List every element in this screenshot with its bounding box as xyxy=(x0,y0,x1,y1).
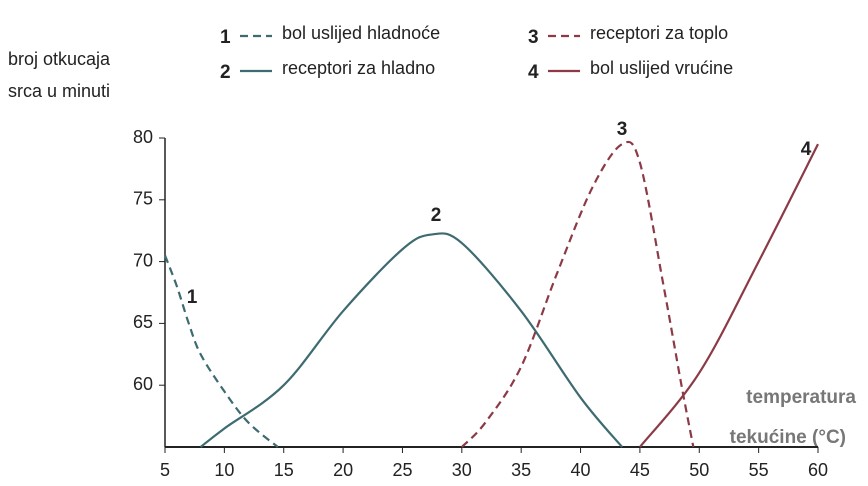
legend-number: 3 xyxy=(528,27,539,48)
x-tick-label: 30 xyxy=(452,460,472,480)
x-tick-label: 20 xyxy=(333,460,353,480)
y-axis-label: broj otkucaja xyxy=(8,49,111,69)
y-tick-label: 70 xyxy=(133,250,153,270)
curve-label: 4 xyxy=(801,139,812,160)
y-tick-label: 65 xyxy=(133,312,153,332)
y-tick-label: 80 xyxy=(133,127,153,147)
legend-label: bol uslijed hladnoće xyxy=(282,23,440,43)
legend-label: receptori za toplo xyxy=(590,23,728,43)
legend-number: 4 xyxy=(528,62,539,83)
x-axis-label: tekućine (°C) xyxy=(730,427,846,448)
x-tick-label: 60 xyxy=(808,460,828,480)
y-tick-label: 75 xyxy=(133,189,153,209)
x-axis-label: temperatura xyxy=(746,387,856,408)
x-tick-label: 55 xyxy=(749,460,769,480)
x-tick-label: 45 xyxy=(630,460,650,480)
x-tick-label: 50 xyxy=(689,460,709,480)
legend-number: 2 xyxy=(220,62,231,83)
x-tick-label: 10 xyxy=(214,460,234,480)
y-tick-label: 60 xyxy=(133,374,153,394)
x-tick-label: 25 xyxy=(392,460,412,480)
legend-number: 1 xyxy=(220,27,231,48)
x-tick-label: 15 xyxy=(274,460,294,480)
line-series xyxy=(461,140,695,448)
y-axis-label: srca u minuti xyxy=(8,81,110,101)
legend-label: bol uslijed vrućine xyxy=(590,58,733,78)
x-tick-label: 35 xyxy=(511,460,531,480)
line-series xyxy=(199,232,623,448)
curve-label: 1 xyxy=(187,287,198,308)
x-tick-label: 5 xyxy=(160,460,170,480)
line-series xyxy=(163,255,279,448)
curve-label: 2 xyxy=(431,205,442,226)
curve-label: 3 xyxy=(617,119,628,140)
legend-label: receptori za hladno xyxy=(282,58,435,78)
line-series xyxy=(639,143,819,448)
x-tick-label: 40 xyxy=(571,460,591,480)
